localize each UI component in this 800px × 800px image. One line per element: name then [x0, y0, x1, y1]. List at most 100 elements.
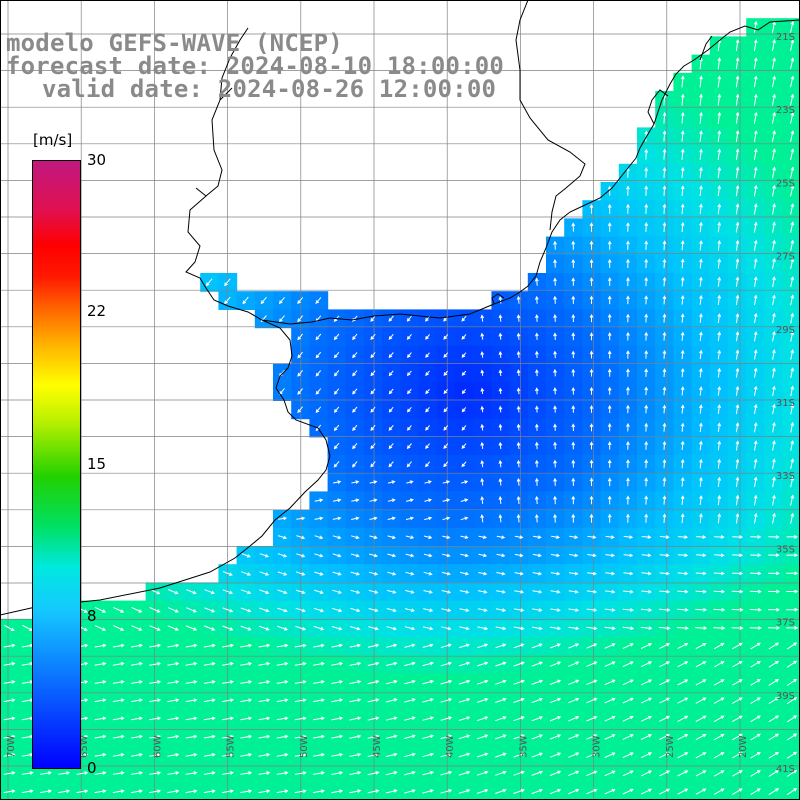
- wind-arrow: [626, 203, 630, 214]
- wind-arrow: [458, 752, 471, 758]
- wind-arrow: [405, 589, 415, 594]
- wind-arrow: [277, 607, 288, 613]
- wind-arrow: [460, 553, 469, 558]
- wind-arrow: [553, 277, 557, 286]
- wind-arrow: [571, 222, 576, 232]
- wind-arrow: [516, 423, 521, 431]
- wind-arrow: [622, 770, 634, 777]
- wind-arrow: [750, 571, 762, 576]
- wind-arrow: [387, 498, 396, 503]
- wind-arrow: [680, 458, 685, 469]
- wind-arrow: [222, 607, 234, 613]
- wind-arrow: [240, 734, 253, 739]
- latitude-label: 35S: [776, 544, 795, 555]
- wind-arrow: [677, 770, 689, 777]
- wind-arrow: [495, 643, 507, 649]
- wind-arrow: [94, 661, 107, 666]
- wind-arrow: [407, 388, 412, 395]
- wind-arrow: [422, 643, 434, 648]
- wind-arrow: [549, 716, 562, 722]
- wind-arrow: [113, 606, 125, 613]
- wind-arrow: [240, 716, 253, 721]
- wind-arrow: [786, 660, 798, 668]
- wind-arrow: [713, 697, 725, 704]
- wind-arrow: [531, 697, 544, 704]
- wind-arrow: [131, 625, 143, 631]
- wind-arrow: [425, 334, 430, 340]
- wind-arrow: [443, 407, 448, 413]
- wind-arrow: [333, 351, 340, 359]
- wind-arrow: [480, 514, 485, 523]
- wind-arrow: [112, 698, 125, 703]
- wind-arrow: [498, 495, 503, 505]
- wind-arrow: [604, 608, 616, 612]
- wind-arrow: [607, 295, 612, 305]
- wind-arrow: [786, 678, 798, 686]
- wind-arrow: [662, 422, 667, 432]
- wind-arrow: [442, 480, 451, 484]
- wind-arrow: [405, 571, 415, 576]
- wind-arrow: [568, 626, 580, 631]
- wind-arrow: [586, 626, 598, 631]
- wind-arrow: [534, 332, 539, 340]
- wind-arrow: [388, 370, 394, 377]
- wind-arrow: [440, 734, 453, 740]
- wind-arrow: [185, 734, 198, 739]
- wind-arrow: [732, 733, 743, 741]
- wind-arrow: [294, 789, 307, 794]
- wind-arrow: [589, 350, 594, 359]
- wind-arrow: [790, 20, 795, 33]
- wind-arrow: [367, 698, 380, 703]
- wind-arrow: [131, 698, 143, 703]
- wind-arrow: [276, 771, 289, 775]
- wind-arrow: [367, 789, 380, 794]
- wind-arrow: [790, 349, 795, 360]
- wind-arrow: [607, 332, 612, 341]
- wind-arrow: [331, 716, 344, 721]
- wind-arrow: [604, 788, 616, 795]
- wind-arrow: [731, 589, 744, 594]
- wind-arrow: [332, 498, 342, 503]
- wind-arrow: [753, 476, 758, 488]
- wind-arrow: [167, 643, 180, 648]
- wind-arrow: [370, 370, 376, 377]
- wind-arrow: [443, 370, 448, 376]
- wind-arrow: [680, 386, 685, 396]
- wind-arrow: [21, 789, 34, 794]
- wind-arrow: [790, 476, 795, 488]
- wind-arrow: [626, 513, 630, 523]
- wind-arrow: [112, 661, 125, 666]
- wind-arrow: [607, 313, 612, 323]
- wind-arrow: [662, 276, 667, 287]
- wind-arrow: [680, 75, 685, 88]
- wind-arrow: [185, 716, 198, 721]
- wind-arrow: [717, 166, 722, 179]
- wind-arrow: [514, 553, 524, 558]
- wind-arrow: [480, 405, 485, 413]
- wind-arrow: [476, 734, 489, 740]
- wind-arrow: [604, 626, 616, 631]
- wind-arrow: [699, 440, 703, 451]
- wind-arrow: [385, 789, 398, 794]
- wind-arrow: [772, 239, 776, 251]
- wind-arrow: [677, 697, 689, 704]
- wind-arrow: [332, 571, 342, 576]
- wind-arrow: [589, 313, 594, 323]
- wind-arrow: [131, 752, 143, 757]
- wind-arrow: [276, 643, 289, 648]
- wind-arrow: [772, 403, 776, 415]
- wind-arrow: [713, 571, 725, 576]
- wind-arrow: [404, 752, 416, 758]
- wind-arrow: [626, 222, 630, 232]
- wind-arrow: [297, 351, 303, 359]
- wind-arrow: [495, 697, 507, 703]
- wind-arrow: [662, 148, 667, 160]
- wind-arrow: [735, 239, 740, 251]
- wind-arrow: [604, 643, 616, 649]
- wind-arrow: [531, 788, 544, 795]
- wind-arrow: [768, 553, 780, 558]
- wind-arrow: [753, 367, 758, 378]
- wind-arrow: [405, 553, 415, 558]
- wind-arrow: [404, 789, 416, 794]
